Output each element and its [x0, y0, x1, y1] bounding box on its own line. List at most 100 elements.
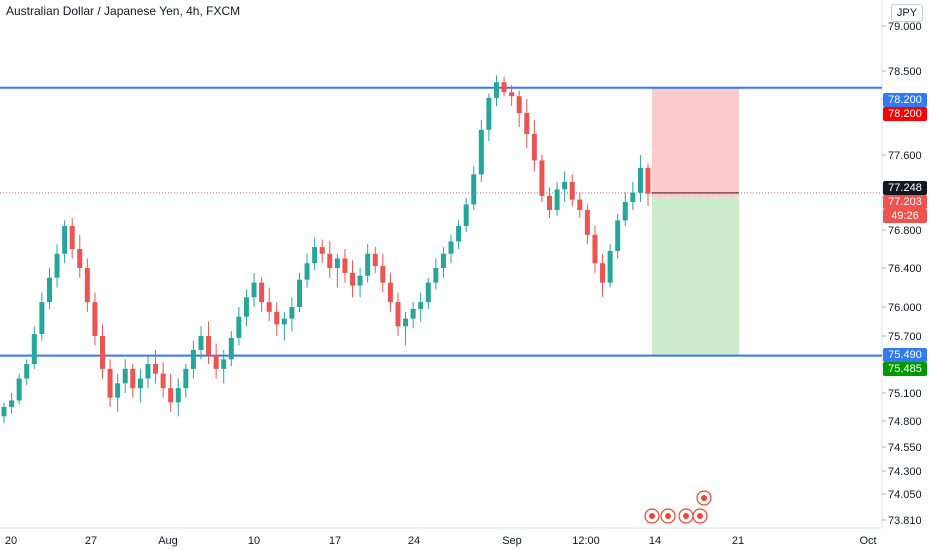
- candle-body: [259, 282, 265, 303]
- y-tick-label: 75.700: [888, 331, 922, 343]
- candle-body: [569, 181, 575, 200]
- candle-body: [304, 263, 310, 280]
- candle-body: [418, 302, 424, 309]
- candle-body: [54, 253, 60, 278]
- candle-body: [266, 302, 272, 312]
- candle-body: [16, 378, 22, 401]
- candle-body: [562, 181, 568, 190]
- candle-body: [584, 210, 590, 235]
- candle-body: [281, 318, 287, 325]
- y-tick-label: 73.810: [888, 515, 922, 527]
- candle-body: [107, 368, 113, 398]
- candle-body: [122, 368, 128, 384]
- economic-event-dot: [665, 513, 671, 519]
- candle-body: [243, 297, 249, 317]
- economic-event-dot: [649, 513, 655, 519]
- candle-body: [478, 129, 484, 175]
- stop-price-tag: 78.200: [883, 107, 927, 121]
- candle-body: [99, 336, 105, 369]
- candle-body: [615, 220, 621, 251]
- take-profit-zone: [652, 197, 739, 357]
- candle-body: [440, 253, 446, 268]
- candle-body: [92, 302, 98, 336]
- support-price-tag: 75.490: [883, 348, 927, 362]
- candle-body: [130, 368, 136, 389]
- candle-body: [168, 388, 174, 403]
- x-tick-label: 21: [732, 535, 744, 547]
- candle-body: [357, 275, 363, 286]
- target-price-tag: 75.485: [883, 362, 927, 376]
- candle-body: [539, 160, 545, 196]
- current-price-tag: 77.248: [883, 181, 927, 195]
- x-tick-label: Sep: [502, 535, 522, 547]
- candle-body: [372, 253, 378, 267]
- x-tick-label: 20: [5, 535, 17, 547]
- economic-event-dot: [683, 513, 689, 519]
- x-tick-label: 24: [408, 535, 420, 547]
- candle-body: [198, 336, 204, 350]
- candle-body: [554, 189, 560, 210]
- candle-body: [403, 318, 409, 327]
- candle-body: [319, 247, 325, 254]
- candle-body: [493, 82, 499, 98]
- candle-body: [448, 241, 454, 254]
- candle-body: [395, 302, 401, 327]
- candle-body: [69, 226, 75, 249]
- candle-body: [516, 96, 522, 113]
- y-tick-label: 74.050: [888, 489, 922, 501]
- candle-body: [433, 268, 439, 283]
- candle-body: [153, 364, 159, 374]
- candle-body: [607, 250, 613, 283]
- candle-body: [501, 82, 507, 93]
- candle-body: [592, 234, 598, 264]
- candle-body: [31, 334, 37, 364]
- stop-loss-zone: [652, 87, 739, 198]
- y-tick-label: 76.800: [888, 225, 922, 237]
- candle-body: [410, 308, 416, 319]
- candle-body: [524, 113, 530, 134]
- x-tick-label: Oct: [859, 535, 876, 547]
- candle-body: [175, 388, 181, 403]
- candle-body: [190, 350, 196, 369]
- bar-countdown-tag: 49:26: [883, 209, 927, 223]
- x-tick-label: Aug: [158, 535, 178, 547]
- resistance-price-tag: 78.200: [883, 93, 927, 107]
- candle-body: [145, 364, 151, 379]
- candle-body: [296, 279, 302, 307]
- y-tick-label: 74.800: [888, 416, 922, 428]
- candle-body: [221, 359, 227, 369]
- candle-body: [645, 167, 651, 194]
- y-tick-label: 76.000: [888, 302, 922, 314]
- candle-body: [342, 258, 348, 273]
- y-tick-label: 74.300: [888, 466, 922, 478]
- candle-body: [115, 383, 121, 398]
- candle-body: [387, 282, 393, 303]
- candle-body: [39, 302, 45, 335]
- currency-unit-badge[interactable]: JPY: [891, 4, 923, 22]
- x-tick-label: 12:00: [572, 535, 600, 547]
- candle-body: [289, 307, 295, 319]
- candle-body: [334, 258, 340, 268]
- y-tick-label: 76.400: [888, 263, 922, 275]
- y-tick-label: 74.550: [888, 442, 922, 454]
- candle-body: [160, 373, 166, 389]
- candle-body: [600, 263, 606, 283]
- candle-body: [9, 400, 15, 407]
- candle-body: [62, 226, 68, 254]
- economic-event-dot: [701, 495, 707, 501]
- x-tick-label: 14: [649, 535, 661, 547]
- candle-body: [251, 282, 257, 298]
- candle-body: [486, 97, 492, 130]
- candle-body: [547, 195, 553, 210]
- candle-body: [509, 92, 515, 97]
- candle-body: [471, 174, 477, 205]
- candle-body: [350, 272, 356, 286]
- y-tick-label: 75.100: [888, 388, 922, 400]
- candle-body: [137, 378, 143, 389]
- candle-body: [213, 354, 219, 369]
- candle-body: [380, 266, 386, 283]
- y-tick-label: 78.500: [888, 66, 922, 78]
- candle-body: [622, 202, 628, 221]
